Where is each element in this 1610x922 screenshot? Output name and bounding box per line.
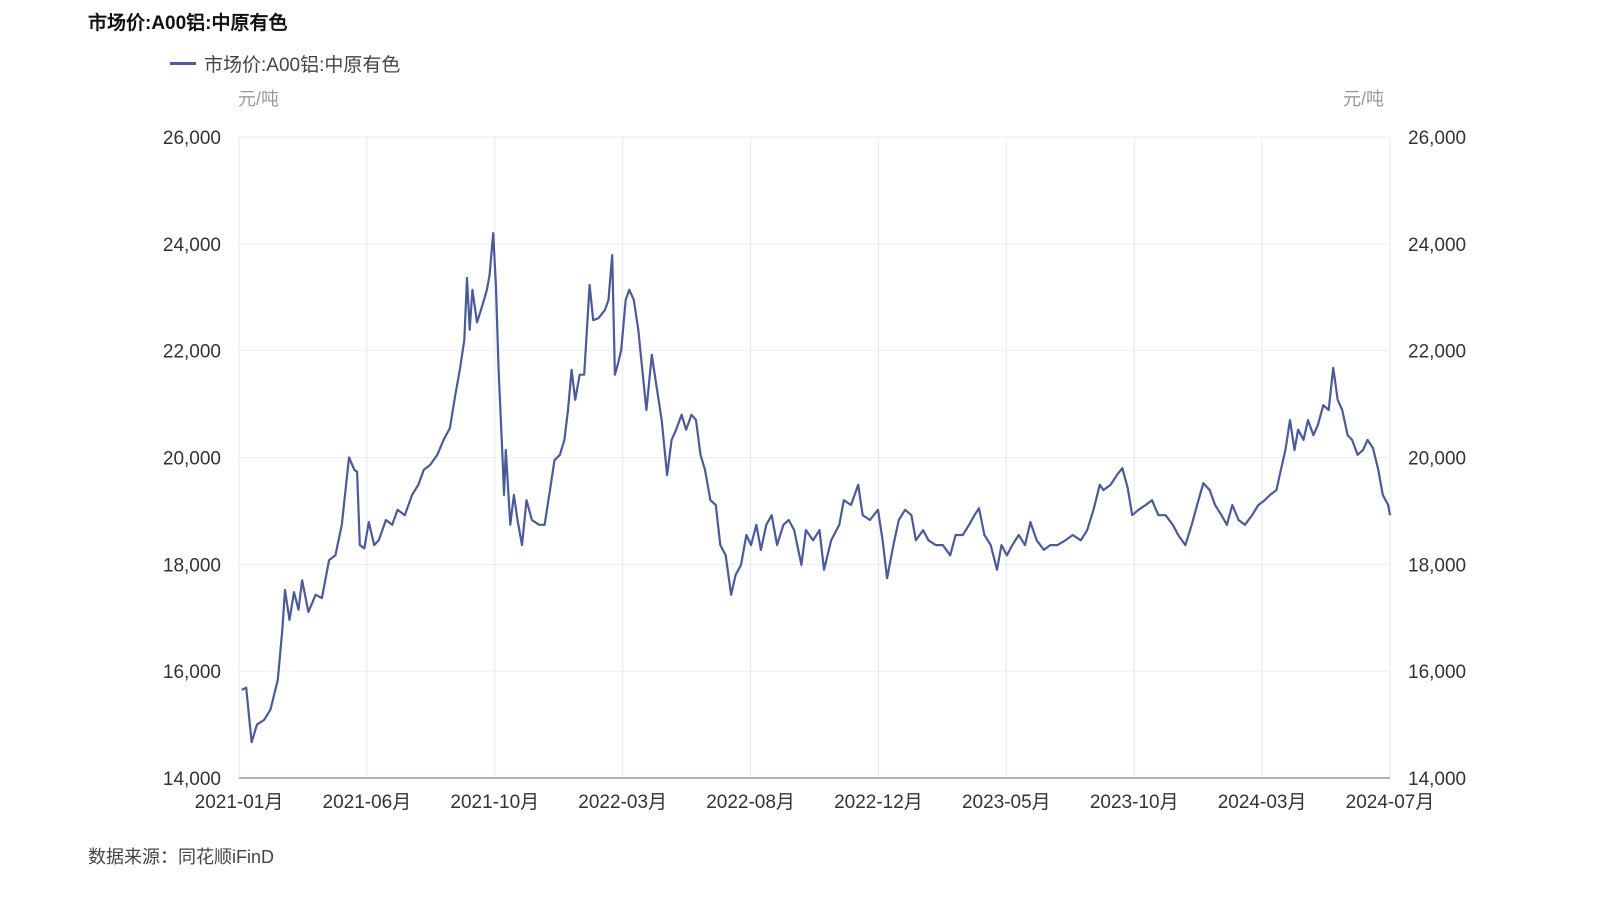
y-tick-label-left: 18,000 (163, 555, 221, 576)
y-tick-label-right: 18,000 (1408, 555, 1466, 576)
y-tick-label-left: 16,000 (163, 662, 221, 683)
left-axis-unit: 元/吨 (238, 89, 280, 109)
y-tick-label-left: 14,000 (163, 769, 221, 790)
y-tick-label-left: 24,000 (163, 235, 221, 256)
x-tick-label: 2021-10月 (450, 792, 539, 813)
x-tick-label: 2022-08月 (706, 792, 795, 813)
x-tick-label: 2023-05月 (962, 792, 1051, 813)
data-source: 数据来源：同花顺iFinD (88, 847, 275, 867)
x-tick-label: 2022-03月 (578, 792, 667, 813)
y-tick-label-right: 14,000 (1408, 769, 1466, 790)
series-line (241, 232, 1392, 744)
y-tick-label-left: 22,000 (163, 342, 221, 363)
chart-title: 市场价:A00铝:中原有色 (88, 13, 288, 34)
x-tick-label: 2023-10月 (1090, 792, 1179, 813)
x-tick-label: 2024-07月 (1346, 792, 1435, 813)
legend-label: 市场价:A00铝:中原有色 (204, 55, 401, 76)
y-tick-label-right: 24,000 (1408, 235, 1466, 256)
y-tick-label-right: 26,000 (1408, 128, 1466, 149)
y-tick-label-left: 26,000 (163, 128, 221, 149)
x-tick-label: 2022-12月 (834, 792, 923, 813)
x-tick-label: 2024-03月 (1218, 792, 1307, 813)
y-tick-label-right: 22,000 (1408, 342, 1466, 363)
y-tick-label-right: 20,000 (1408, 449, 1466, 470)
x-tick-label: 2021-06月 (323, 792, 412, 813)
x-tick-label: 2021-01月 (195, 792, 284, 813)
right-axis-unit: 元/吨 (1343, 89, 1385, 109)
y-tick-label-right: 16,000 (1408, 662, 1466, 683)
y-tick-label-left: 20,000 (163, 449, 221, 470)
legend[interactable]: 市场价:A00铝:中原有色 (170, 50, 400, 77)
legend-line-swatch (170, 62, 196, 65)
